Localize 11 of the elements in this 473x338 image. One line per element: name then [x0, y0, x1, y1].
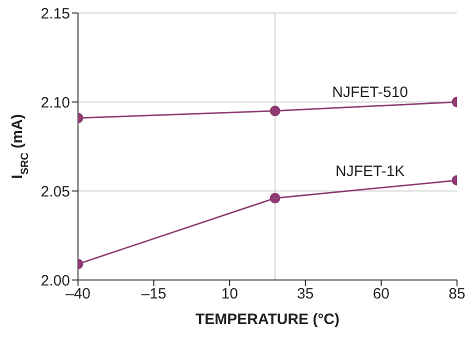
x-tick-label: 85: [448, 286, 466, 303]
x-tick-label: 60: [372, 286, 390, 303]
series-label: NJFET-1K: [335, 163, 405, 180]
y-tick-label: 2.10: [40, 94, 70, 112]
y-tick-label: 2.15: [40, 5, 70, 22]
x-axis-title: TEMPERATURE (°C): [195, 311, 340, 328]
series-label: NJFET-510: [332, 84, 408, 101]
x-tick-label: –15: [141, 286, 166, 303]
x-tick-label: 10: [221, 286, 238, 303]
x-tick-label: 35: [297, 286, 314, 303]
y-tick-label: 2.05: [40, 183, 70, 200]
